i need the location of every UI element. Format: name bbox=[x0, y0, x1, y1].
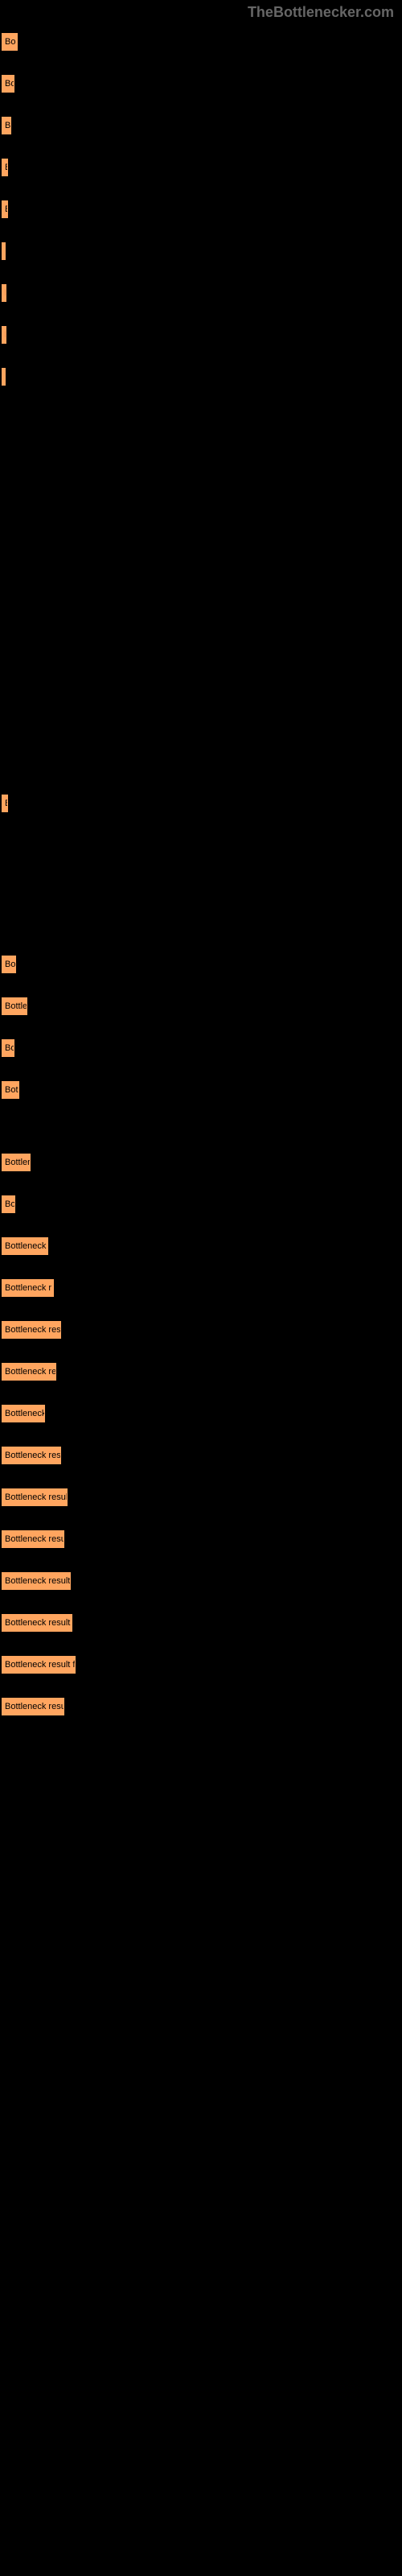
bar: B bbox=[2, 200, 8, 218]
bar: Bottler bbox=[2, 1154, 31, 1171]
bar-row: Bottle bbox=[2, 997, 402, 1022]
bar: B bbox=[2, 117, 11, 134]
bar: Bottleneck resul bbox=[2, 1488, 68, 1506]
bar-row: Bo bbox=[2, 1195, 402, 1220]
bar-row: B bbox=[2, 284, 402, 308]
bar: Bo bbox=[2, 1195, 15, 1213]
bar: Bottle bbox=[2, 997, 27, 1015]
bar: Bottleneck bbox=[2, 1237, 48, 1255]
bar: B bbox=[2, 795, 8, 812]
bar-row: Bottleneck result bbox=[2, 1572, 402, 1596]
bar-row: Bo bbox=[2, 956, 402, 980]
bar-row: Bot bbox=[2, 1081, 402, 1105]
bar-row: Bottleneck resu bbox=[2, 1698, 402, 1722]
bar-row: B bbox=[2, 795, 402, 819]
bar: Bottleneck res bbox=[2, 1447, 61, 1464]
bar-row: Bo bbox=[2, 1039, 402, 1063]
bar: Bo bbox=[2, 33, 18, 51]
bar: Bottleneck bbox=[2, 1405, 45, 1422]
bar: B bbox=[2, 159, 8, 176]
bar bbox=[2, 368, 6, 386]
bar-row: Bottleneck bbox=[2, 1405, 402, 1429]
bar-row bbox=[2, 242, 402, 266]
bar: Bottleneck r bbox=[2, 1279, 54, 1297]
bar: Bottleneck result bbox=[2, 1614, 72, 1632]
bar-row: Bottleneck result bbox=[2, 1614, 402, 1638]
bar-row bbox=[2, 368, 402, 392]
bar-row: Bo bbox=[2, 75, 402, 99]
bar-row: Bottleneck re bbox=[2, 1363, 402, 1387]
bar-row: Bo bbox=[2, 33, 402, 57]
bar-row: Bottler bbox=[2, 1154, 402, 1178]
bar-row: B bbox=[2, 326, 402, 350]
bar-row: B bbox=[2, 159, 402, 183]
bar: Bottleneck res bbox=[2, 1321, 61, 1339]
bar-row: Bottleneck bbox=[2, 1237, 402, 1261]
bar-row: B bbox=[2, 117, 402, 141]
bar: B bbox=[2, 326, 6, 344]
bar-row: Bottleneck result f bbox=[2, 1656, 402, 1680]
bar: Bo bbox=[2, 1039, 14, 1057]
watermark-text: TheBottlenecker.com bbox=[0, 0, 402, 33]
bar-row: Bottleneck resu bbox=[2, 1530, 402, 1554]
bar: Bo bbox=[2, 956, 16, 973]
bar bbox=[2, 242, 6, 260]
bar-row: Bottleneck res bbox=[2, 1447, 402, 1471]
bar: Bottleneck resu bbox=[2, 1530, 64, 1548]
bar-chart: Bo Bo B B B B B B Bo Bottle Bo Bot Bottler Bo Bottlene… bbox=[0, 33, 402, 1722]
bar-row: Bottleneck resul bbox=[2, 1488, 402, 1513]
bar: Bot bbox=[2, 1081, 19, 1099]
bar-row: Bottleneck r bbox=[2, 1279, 402, 1303]
bar: Bottleneck result f bbox=[2, 1656, 76, 1674]
bar-row: Bottleneck res bbox=[2, 1321, 402, 1345]
bar: Bottleneck result bbox=[2, 1572, 71, 1590]
bar: Bottleneck resu bbox=[2, 1698, 64, 1715]
bar: Bottleneck re bbox=[2, 1363, 56, 1381]
bar: Bo bbox=[2, 75, 14, 93]
bar: B bbox=[2, 284, 6, 302]
bar-row: B bbox=[2, 200, 402, 225]
